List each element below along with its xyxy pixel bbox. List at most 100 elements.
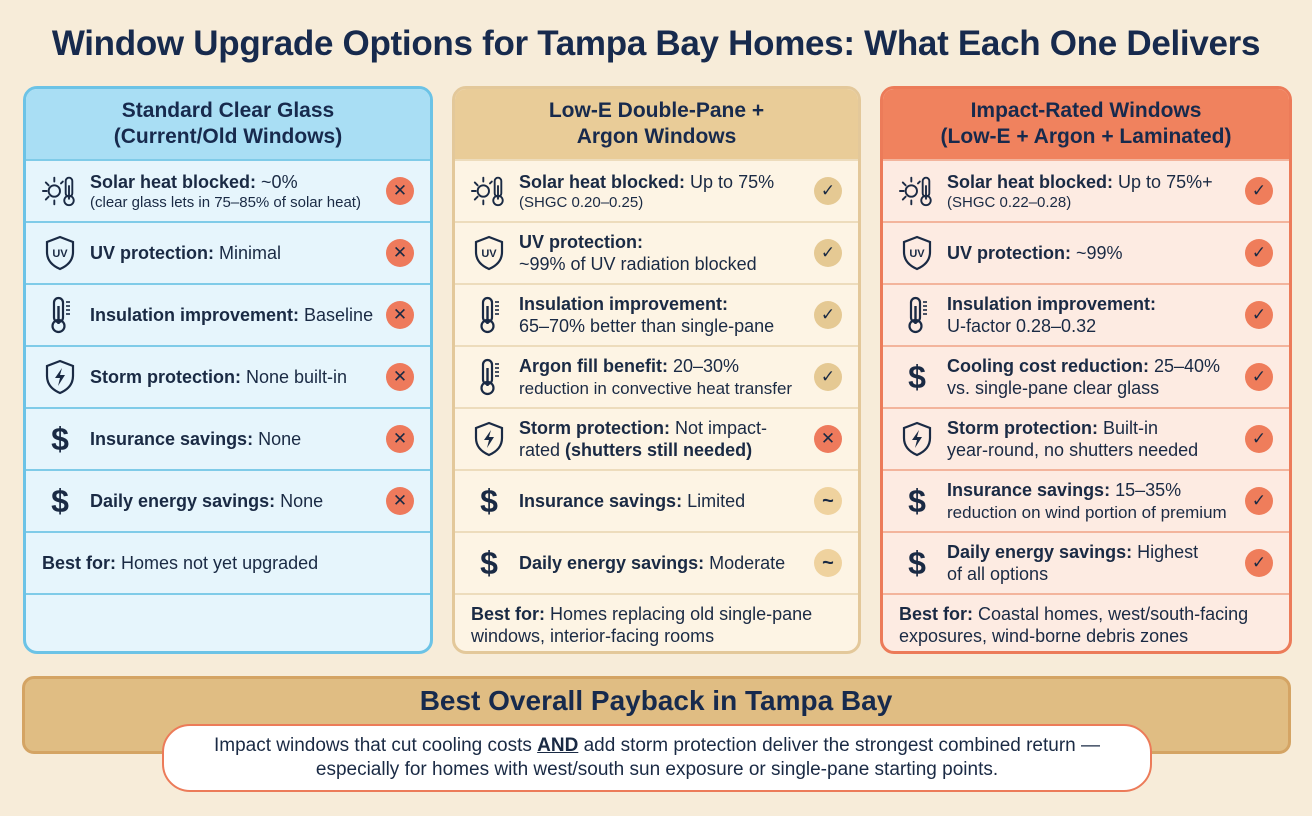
feature-row-solar-heat: Solar heat blocked: ~0% (clear glass lets… xyxy=(26,159,430,221)
dollar-icon: $ xyxy=(42,483,78,519)
cross-icon: ✕ xyxy=(814,425,842,453)
feature-label: UV protection: xyxy=(519,232,643,252)
feature-value-line2: rated xyxy=(519,440,566,460)
feature-note: (SHGC 0.20–0.25) xyxy=(519,193,644,211)
feature-label: Insurance savings: xyxy=(519,491,683,511)
svg-text:$: $ xyxy=(480,545,498,581)
check-icon: ✓ xyxy=(814,301,842,329)
sun-thermometer-icon xyxy=(471,173,507,209)
dollar-icon: $ xyxy=(899,359,935,395)
feature-label: Argon fill benefit: xyxy=(519,355,668,376)
cross-icon: ✕ xyxy=(386,487,414,515)
svg-text:$: $ xyxy=(51,421,69,457)
feature-row-energy: $ Daily energy savings: None ✕ xyxy=(26,469,430,531)
check-icon: ✓ xyxy=(814,363,842,391)
best-for: Best for: Homes not yet upgraded xyxy=(26,531,430,593)
payback-summary: Impact windows that cut cooling costs AN… xyxy=(162,724,1152,792)
feature-value: Built-in xyxy=(1098,418,1159,438)
feature-row-argon: Argon fill benefit: 20–30% reduction in c… xyxy=(455,345,858,407)
feature-note: (clear glass lets in 75–85% of solar hea… xyxy=(90,193,361,211)
feature-value-line2: reduction on wind portion of premium xyxy=(947,502,1227,522)
feature-label: Solar heat blocked: xyxy=(90,171,257,192)
check-icon: ✓ xyxy=(1245,549,1273,577)
feature-row-storm: Storm protection: Built-in year-round, no… xyxy=(883,407,1289,469)
feature-value: Not impact- xyxy=(670,418,768,438)
feature-row-uv: UV UV protection: ~99% ✓ xyxy=(883,221,1289,283)
svg-text:UV: UV xyxy=(481,248,497,260)
feature-value-line2: year-round, no shutters needed xyxy=(947,440,1199,460)
feature-row-cooling: $ Cooling cost reduction: 25–40% vs. sing… xyxy=(883,345,1289,407)
sun-thermometer-icon xyxy=(42,173,78,209)
feature-row-insulation: Insulation improvement: U-factor 0.28–0.3… xyxy=(883,283,1289,345)
tilde-icon: ~ xyxy=(814,549,842,577)
check-icon: ✓ xyxy=(1245,301,1273,329)
uv-shield-icon: UV xyxy=(471,235,507,271)
feature-value: 20–30% xyxy=(667,355,740,376)
feature-label: UV protection: xyxy=(947,243,1071,263)
feature-label: Insulation improvement: xyxy=(947,294,1157,314)
feature-label: UV protection: xyxy=(90,243,214,263)
feature-label: Storm protection: xyxy=(947,418,1098,438)
feature-label: Cooling cost reduction: xyxy=(947,356,1149,376)
best-for-label: Best for: xyxy=(471,604,546,624)
summary-emphasis: AND xyxy=(537,735,579,756)
best-for-value: Homes replacing old single-pane windows,… xyxy=(471,604,813,646)
feature-label: Storm protection: xyxy=(519,418,670,438)
svg-text:$: $ xyxy=(908,545,926,581)
svg-text:$: $ xyxy=(480,483,498,519)
feature-label: Insulation improvement: xyxy=(90,305,300,325)
cross-icon: ✕ xyxy=(386,363,414,391)
feature-value: 25–40% xyxy=(1149,356,1221,376)
feature-row-insurance: $ Insurance savings: 15–35% reduction on … xyxy=(883,469,1289,531)
best-for: Best for: Coastal homes, west/south-faci… xyxy=(883,593,1289,651)
check-icon: ✓ xyxy=(1245,177,1273,205)
option-card-low-e-argon: Low-E Double-Pane + Argon Windows Solar … xyxy=(452,86,861,654)
summary-text-start: Impact windows that cut cooling costs xyxy=(213,735,538,756)
feature-row-solar-heat: Solar heat blocked: Up to 75%+ (SHGC 0.22… xyxy=(883,159,1289,221)
feature-value: Highest xyxy=(1132,542,1199,562)
feature-value: 15–35% xyxy=(1110,479,1182,500)
feature-value: Up to 75%+ xyxy=(1113,171,1213,192)
card-heading: Impact-Rated Windows (Low-E + Argon + La… xyxy=(883,89,1289,159)
storm-shield-icon xyxy=(471,421,507,457)
option-card-impact-rated: Impact-Rated Windows (Low-E + Argon + La… xyxy=(880,86,1292,654)
feature-emphasis: (shutters still needed) xyxy=(565,440,753,460)
cross-icon: ✕ xyxy=(386,239,414,267)
feature-row-storm: Storm protection: None built-in ✕ xyxy=(26,345,430,407)
feature-value: ~99% of UV radiation blocked xyxy=(519,254,757,274)
sun-thermometer-icon xyxy=(899,173,935,209)
feature-value: None xyxy=(253,429,302,449)
cross-icon: ✕ xyxy=(386,425,414,453)
feature-value: Up to 75% xyxy=(685,171,775,192)
card-heading-line1: Standard Clear Glass xyxy=(121,99,335,122)
feature-row-insurance: $ Insurance savings: None ✕ xyxy=(26,407,430,469)
thermometer-icon xyxy=(471,358,507,396)
feature-value: Limited xyxy=(682,491,746,511)
check-icon: ✓ xyxy=(1245,363,1273,391)
feature-label: Daily energy savings: xyxy=(90,491,276,511)
feature-label: Solar heat blocked: xyxy=(519,171,686,192)
feature-row-energy: $ Daily energy savings: Moderate ~ xyxy=(455,531,858,593)
svg-text:$: $ xyxy=(51,483,69,519)
card-heading: Low-E Double-Pane + Argon Windows xyxy=(455,89,858,159)
check-icon: ✓ xyxy=(814,177,842,205)
svg-text:UV: UV xyxy=(52,248,68,260)
feature-row-solar-heat: Solar heat blocked: Up to 75% (SHGC 0.20–… xyxy=(455,159,858,221)
feature-value: Minimal xyxy=(214,243,282,263)
dollar-icon: $ xyxy=(471,483,507,519)
feature-label: Insurance savings: xyxy=(90,429,254,449)
best-for-value: Homes not yet upgraded xyxy=(116,553,319,573)
cross-icon: ✕ xyxy=(386,301,414,329)
feature-value: None xyxy=(275,491,324,511)
feature-value-line2: vs. single-pane clear glass xyxy=(947,378,1160,398)
card-heading: Standard Clear Glass (Current/Old Window… xyxy=(26,89,430,159)
uv-shield-icon: UV xyxy=(899,235,935,271)
page-title: Window Upgrade Options for Tampa Bay Hom… xyxy=(51,24,1261,63)
feature-row-uv: UV UV protection: Minimal ✕ xyxy=(26,221,430,283)
svg-text:$: $ xyxy=(908,359,926,395)
feature-row-insurance: $ Insurance savings: Limited ~ xyxy=(455,469,858,531)
tilde-icon: ~ xyxy=(814,487,842,515)
check-icon: ✓ xyxy=(814,239,842,267)
dollar-icon: $ xyxy=(899,545,935,581)
best-for-label: Best for: xyxy=(899,604,974,624)
